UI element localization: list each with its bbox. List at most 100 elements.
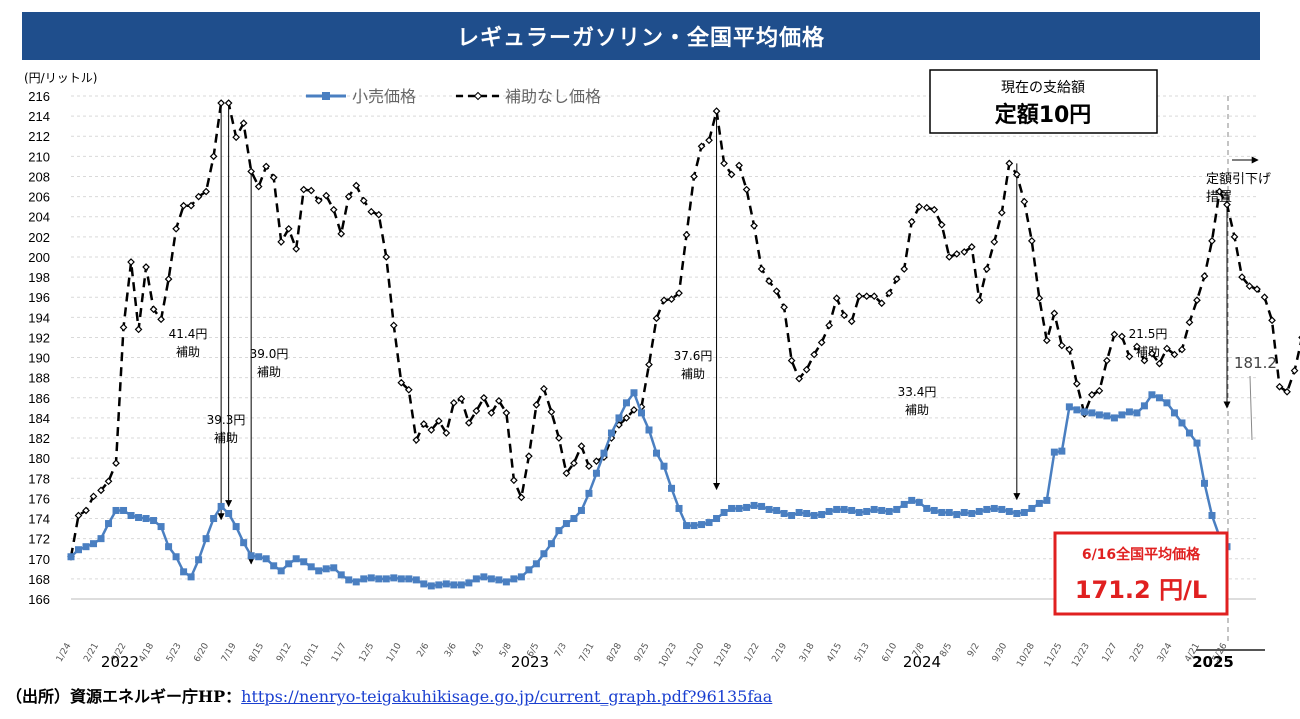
- nosubsidy-point: [172, 224, 180, 233]
- x-tick-label: 12/5: [358, 642, 377, 665]
- retail-point: [442, 580, 450, 588]
- subsidy-box-caption: 現在の支給額: [1001, 80, 1085, 96]
- nosubsidy-point: [945, 253, 954, 261]
- nosubsidy-point: [1193, 296, 1201, 305]
- subsidy-amount-label: 39.3円: [207, 413, 246, 427]
- retail-point: [232, 523, 240, 531]
- nosubsidy-point: [404, 385, 413, 394]
- retail-point: [532, 560, 540, 568]
- nosubsidy-point: [82, 506, 90, 515]
- nosubsidy-point: [1155, 359, 1164, 368]
- nosubsidy-point: [164, 275, 173, 283]
- nosubsidy-point: [104, 477, 113, 486]
- retail-point: [848, 506, 856, 514]
- nosubsidy-point: [802, 365, 811, 374]
- nosubsidy-point: [577, 442, 586, 450]
- x-tick-label: 7/3: [553, 642, 569, 660]
- nosubsidy-point: [1035, 294, 1044, 303]
- y-tick-label: 210: [28, 149, 50, 164]
- retail-point: [82, 543, 90, 551]
- nosubsidy-point: [1185, 318, 1194, 327]
- nosubsidy-point: [329, 205, 338, 214]
- nosubsidy-point: [832, 294, 841, 303]
- x-tick-label: 1/27: [1101, 642, 1120, 665]
- x-tick-label: 9/25: [633, 642, 652, 665]
- nosubsidy-point: [690, 172, 698, 181]
- retail-point: [480, 573, 488, 581]
- retail-point: [765, 505, 773, 513]
- nosubsidy-point: [900, 265, 909, 273]
- retail-point: [1170, 409, 1178, 417]
- retail-point: [637, 409, 645, 417]
- chart-title: レギュラーガソリン・全国平均価格: [456, 26, 825, 51]
- x-tick-label: 2/25: [1128, 642, 1147, 665]
- retail-point: [645, 426, 653, 434]
- year-label: 2022: [101, 653, 139, 671]
- nosubsidy-point: [675, 289, 683, 298]
- subsidy-amount-label: 33.4円: [898, 385, 937, 399]
- nosubsidy-point: [352, 181, 361, 190]
- retail-point: [352, 578, 360, 586]
- subsidy-box: [929, 69, 1158, 134]
- nosubsidy-point: [622, 414, 631, 422]
- retail-point: [195, 556, 203, 564]
- x-tick-label: 10/28: [1015, 641, 1037, 669]
- retail-point: [495, 576, 503, 584]
- x-tick-label: 6/10: [881, 641, 900, 664]
- nosubsidy-point: [645, 360, 653, 369]
- y-tick-label: 208: [28, 169, 50, 184]
- retail-point: [472, 575, 480, 583]
- x-tick-label: 2/21: [82, 642, 101, 665]
- nosubsidy-point: [374, 210, 383, 219]
- subsidy-word-label: 補助: [257, 365, 281, 379]
- nosubsidy-point: [269, 173, 278, 182]
- retail-point: [1133, 409, 1141, 417]
- source-label: （出所）資源エネルギー庁HP：: [6, 687, 242, 706]
- retail-point: [105, 520, 113, 528]
- retail-point: [615, 414, 623, 422]
- nosubsidy-point: [314, 196, 323, 205]
- retail-point: [630, 389, 638, 397]
- x-tick-label: 3/24: [1156, 641, 1175, 664]
- retail-point: [292, 555, 300, 563]
- source-note: （出所）資源エネルギー庁HP：https://nenryo-teigakuhik…: [6, 683, 772, 707]
- x-tick-label: 8/15: [247, 642, 266, 665]
- retail-point: [157, 523, 165, 531]
- source-link[interactable]: https://nenryo-teigakuhikisage.go.jp/cur…: [241, 687, 773, 706]
- nosubsidy-point: [179, 201, 188, 210]
- retail-point: [120, 506, 128, 514]
- nosubsidy-point: [472, 407, 481, 415]
- y-tick-label: 170: [28, 552, 50, 567]
- y-tick-label: 206: [28, 190, 50, 205]
- nosubsidy-point: [502, 409, 511, 417]
- latest-price-value: 171.2 円/L: [1075, 576, 1207, 604]
- nosubsidy-point: [254, 182, 263, 191]
- retail-point: [893, 505, 901, 513]
- nosubsidy-point: [1110, 330, 1119, 339]
- retail-point: [67, 553, 75, 561]
- nosubsidy-point: [1148, 349, 1156, 358]
- retail-point: [938, 508, 946, 516]
- latest-price-title: 6/16全国平均価格: [1082, 546, 1201, 563]
- y-tick-label: 168: [28, 572, 50, 587]
- nosubsidy-point: [840, 311, 849, 320]
- retail-point: [1095, 411, 1103, 419]
- nosubsidy-point: [585, 462, 593, 471]
- retail-point: [1088, 409, 1096, 417]
- subsidy-word-label: 補助: [176, 345, 200, 359]
- retail-point: [1178, 419, 1186, 427]
- x-tick-label: 1/24: [55, 641, 74, 664]
- retail-point: [337, 571, 345, 579]
- nosubsidy-point: [757, 265, 766, 273]
- retail-point: [908, 496, 916, 504]
- future-measure-label-1: 定額引下げ: [1206, 172, 1271, 187]
- x-tick-label: 4/15: [825, 642, 844, 665]
- retail-point: [1103, 412, 1111, 420]
- retail-point: [1043, 496, 1051, 504]
- retail-point: [653, 449, 661, 457]
- nosubsidy-point: [1042, 336, 1051, 345]
- nosubsidy-point: [990, 238, 999, 246]
- retail-point: [690, 522, 698, 530]
- retail-point: [743, 503, 751, 511]
- retail-point: [900, 500, 908, 508]
